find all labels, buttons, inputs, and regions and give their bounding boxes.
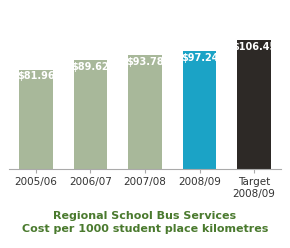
Bar xyxy=(237,40,271,169)
Bar xyxy=(128,55,162,169)
Text: $106.45: $106.45 xyxy=(232,42,276,52)
Bar xyxy=(19,70,53,169)
Text: $97.24: $97.24 xyxy=(181,53,218,63)
Text: Regional School Bus Services
Cost per 1000 student place kilometres: Regional School Bus Services Cost per 10… xyxy=(22,211,268,234)
Bar xyxy=(74,61,107,169)
Text: $81.96: $81.96 xyxy=(17,71,55,82)
Text: $89.62: $89.62 xyxy=(72,62,109,72)
Bar xyxy=(183,51,216,169)
Text: $93.78: $93.78 xyxy=(126,57,164,67)
